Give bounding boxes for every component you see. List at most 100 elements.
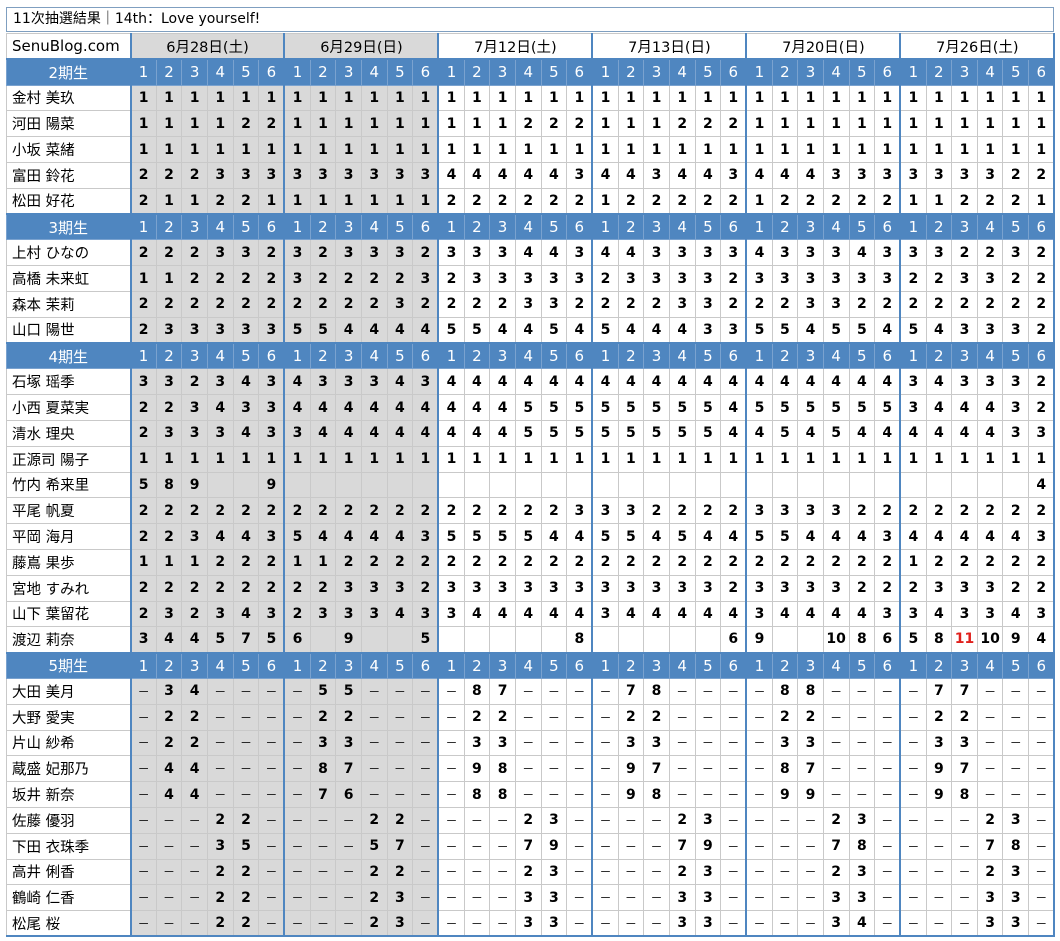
result-cell: 2: [976, 497, 1004, 525]
result-cell: 4: [514, 239, 542, 267]
result-cell: －: [720, 703, 748, 731]
result-cell: 2: [309, 265, 337, 292]
result-cell: 5: [899, 316, 927, 345]
result-cell: 2: [155, 497, 183, 525]
slot-number: 1: [437, 213, 465, 241]
result-cell: －: [720, 677, 748, 705]
result-cell: 2: [283, 574, 311, 602]
result-cell: 4: [797, 316, 824, 345]
result-cell: 4: [925, 600, 953, 628]
slot-number: 1: [899, 342, 927, 370]
result-cell: －: [129, 806, 157, 834]
result-cell: 2: [181, 729, 208, 757]
result-cell: 5: [206, 626, 234, 654]
result-cell: 2: [1028, 265, 1056, 292]
result-cell: －: [797, 832, 824, 860]
result-cell: 3: [309, 729, 337, 757]
slot-number: 2: [463, 652, 491, 679]
result-cell: 2: [206, 290, 234, 318]
slot-number: 6: [874, 652, 902, 679]
result-cell: 5: [360, 832, 388, 860]
member-name: 坂井 新奈: [6, 781, 131, 808]
result-cell: 2: [925, 548, 953, 576]
result-cell: 1: [386, 110, 414, 138]
result-cell: 1: [668, 136, 696, 163]
result-cell: 3: [797, 497, 824, 525]
result-cell: 1: [797, 110, 824, 138]
result-cell: 3: [822, 290, 850, 318]
result-cell: 4: [925, 523, 953, 550]
slot-number: 4: [822, 58, 850, 86]
result-cell: －: [668, 703, 696, 731]
member-row: 山下 葉留花 2 3 2 3 4 3 2 3 3 3 4 3 3 4 4 4 4 4 3 4 4 4 4 4 3 4 4 4 4 3 3 4 3 3…: [6, 600, 1056, 628]
result-cell: 4: [720, 600, 748, 628]
result-cell: 3: [540, 910, 568, 938]
group-label: 2期生: [6, 58, 131, 86]
result-cell: －: [566, 729, 594, 757]
result-cell: 3: [309, 600, 337, 628]
result-cell: 1: [181, 445, 208, 473]
result-cell: 1: [258, 84, 286, 112]
result-cell: －: [848, 755, 876, 783]
result-cell: 1: [771, 84, 799, 112]
result-cell: 1: [309, 136, 337, 163]
slot-number: 4: [976, 342, 1004, 370]
result-cell: 4: [489, 600, 516, 628]
result-cell: 3: [206, 832, 234, 860]
slot-number: 5: [540, 58, 568, 86]
result-cell: [822, 471, 850, 499]
result-cell: 2: [951, 497, 978, 525]
result-cell: 1: [129, 548, 157, 576]
result-cell: 1: [412, 84, 440, 112]
result-cell: 3: [797, 239, 824, 267]
result-cell: 2: [386, 858, 414, 886]
result-cell: 1: [155, 187, 183, 216]
result-cell: 3: [822, 497, 850, 525]
member-name: 正源司 陽子: [6, 445, 131, 473]
result-cell: －: [335, 858, 362, 886]
result-cell: －: [745, 755, 773, 783]
result-cell: 2: [258, 497, 286, 525]
result-cell: 5: [566, 419, 594, 447]
result-cell: 3: [181, 316, 208, 345]
result-cell: 3: [720, 316, 748, 345]
result-cell: 1: [1002, 136, 1030, 163]
result-cell: [540, 626, 568, 654]
member-row: 平尾 帆夏 2 2 2 2 2 2 2 2 2 2 2 2 2 2 2 2 2 3 3 3 2 2 2 2 3 3 3 3 2 2 2 2 2 2 2…: [6, 497, 1056, 525]
result-cell: －: [360, 781, 388, 808]
result-cell: 2: [360, 548, 388, 576]
result-cell: 3: [258, 316, 286, 345]
result-cell: 2: [489, 497, 516, 525]
result-cell: 3: [771, 265, 799, 292]
result-cell: 7: [309, 781, 337, 808]
result-cell: 3: [181, 523, 208, 550]
result-cell: 4: [437, 368, 465, 396]
result-cell: 2: [591, 290, 619, 318]
result-cell: －: [951, 858, 978, 886]
result-cell: －: [617, 832, 645, 860]
result-cell: 2: [181, 239, 208, 267]
result-cell: 5: [822, 394, 850, 421]
result-cell: 4: [617, 161, 645, 189]
slot-number: 1: [283, 58, 311, 86]
result-cell: －: [181, 832, 208, 860]
result-cell: 1: [181, 136, 208, 163]
result-cell: －: [925, 910, 953, 938]
result-cell: 2: [514, 187, 542, 216]
result-cell: 3: [412, 161, 440, 189]
result-cell: －: [771, 910, 799, 938]
result-cell: 3: [643, 729, 670, 757]
result-cell: －: [745, 832, 773, 860]
result-cell: 5: [694, 394, 722, 421]
result-cell: 2: [232, 110, 260, 138]
result-cell: 4: [1028, 471, 1056, 499]
result-cell: 4: [848, 523, 876, 550]
result-cell: 1: [1028, 84, 1056, 112]
result-cell: －: [155, 910, 183, 938]
slot-number: 4: [822, 213, 850, 241]
result-cell: 3: [258, 394, 286, 421]
result-cell: 4: [386, 368, 414, 396]
result-cell: 2: [129, 316, 157, 345]
slot-number: 3: [335, 58, 362, 86]
slot-number: 6: [566, 213, 594, 241]
